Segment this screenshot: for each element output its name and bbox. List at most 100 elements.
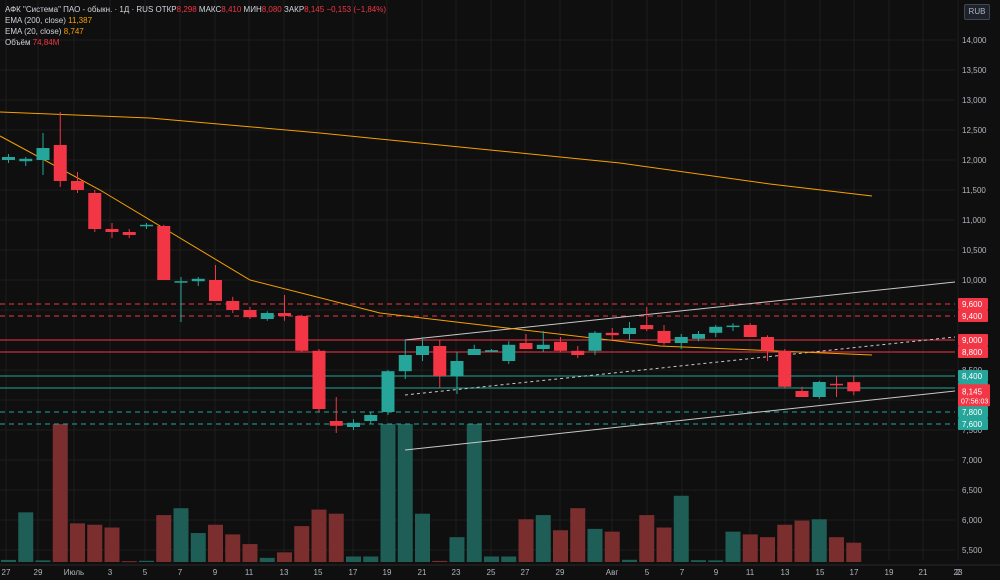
volume-bar xyxy=(846,542,862,562)
y-tick-label: 5,500 xyxy=(962,546,983,555)
candle-body xyxy=(467,349,481,355)
volume-bar xyxy=(811,519,827,562)
volume-bar xyxy=(294,526,310,562)
legend-ema20-row[interactable]: EMA (20, close) 8,747 xyxy=(5,27,84,36)
x-tick-label: 29 xyxy=(556,568,565,577)
volume-bar xyxy=(242,544,258,562)
candle-body xyxy=(260,313,274,319)
y-tick-label: 7,000 xyxy=(962,456,983,465)
candle-body xyxy=(209,280,222,301)
volume-bar xyxy=(570,508,586,562)
chart-legend: АФК "Система" ПАО - обыкн. · 1Д · RUS ОТ… xyxy=(5,4,386,48)
volume-bar xyxy=(121,561,137,563)
level-label-bg xyxy=(958,406,988,418)
volume-bar xyxy=(87,524,103,562)
volume-bar xyxy=(363,556,379,562)
volume-bar xyxy=(70,523,85,562)
x-tick-label: 5 xyxy=(143,568,148,577)
volume-bar xyxy=(466,424,482,562)
y-tick-label: 11,000 xyxy=(962,216,986,225)
candle-body xyxy=(847,382,861,392)
volume-bar xyxy=(673,495,689,562)
y-tick-label: 10,000 xyxy=(962,276,987,285)
candle-body xyxy=(295,316,309,351)
x-tick-label: 25 xyxy=(487,568,496,577)
level-label: 7,800 xyxy=(962,408,983,417)
y-tick-label: 7,500 xyxy=(962,426,983,435)
symbol-name[interactable]: АФК "Система" ПАО - обыкн. · 1Д · RUS xyxy=(5,5,154,14)
volume-bar xyxy=(173,508,189,562)
x-tick-label: 15 xyxy=(816,568,825,577)
volume-bar xyxy=(190,533,206,562)
candle-body xyxy=(657,331,671,343)
volume-bar xyxy=(553,530,568,562)
candle-body xyxy=(640,325,654,330)
x-tick-label: 19 xyxy=(383,568,392,577)
candle-body xyxy=(674,337,688,343)
volume-bar xyxy=(708,560,724,562)
volume-bar xyxy=(139,560,154,562)
x-tick-label: 7 xyxy=(178,568,183,577)
volume-bar xyxy=(725,531,741,562)
x-tick-label: 9 xyxy=(213,568,218,577)
legend-volume-row[interactable]: Объём 74,84M xyxy=(5,38,60,47)
candle-body xyxy=(398,355,412,372)
x-tick-label: 27 xyxy=(2,568,11,577)
volume-bar xyxy=(777,524,793,562)
level-label: 7,600 xyxy=(962,420,983,429)
volume-bar xyxy=(208,524,223,562)
volume-bar xyxy=(328,513,344,562)
candle-body xyxy=(2,157,15,160)
volume-bar xyxy=(484,556,499,562)
x-tick-label: 2 xyxy=(956,568,961,577)
candle-body xyxy=(243,310,257,318)
x-tick-label: Июль xyxy=(64,568,84,577)
candle-body xyxy=(226,301,240,310)
y-tick-label: 11,500 xyxy=(962,186,986,195)
candle-body xyxy=(709,326,723,333)
x-tick-label: 17 xyxy=(850,568,859,577)
candle-body xyxy=(191,278,205,282)
volume-bar xyxy=(432,560,448,562)
volume-bar xyxy=(794,520,810,562)
volume-bar xyxy=(587,528,603,562)
candle-body xyxy=(88,193,102,229)
y-tick-label: 6,500 xyxy=(962,486,983,495)
candle-body xyxy=(433,346,447,376)
candle-body xyxy=(761,337,774,351)
volume-bar xyxy=(656,527,672,562)
candle-body xyxy=(364,415,378,421)
candle-body xyxy=(605,332,619,336)
x-tick-label: 27 xyxy=(521,568,530,577)
y-tick-label: 12,000 xyxy=(962,156,987,165)
level-label: 8,800 xyxy=(962,348,983,357)
candle-body xyxy=(19,158,33,162)
level-label-bg xyxy=(958,418,988,430)
candle-body xyxy=(554,341,567,351)
volume-bar xyxy=(691,560,706,562)
legend-ema200-row[interactable]: EMA (200, close) 11,387 xyxy=(5,16,93,25)
level-label-bg xyxy=(958,310,988,322)
candle-body xyxy=(278,313,291,316)
current-price-bg xyxy=(958,384,990,407)
level-label-bg xyxy=(958,298,988,310)
x-tick-label: 5 xyxy=(645,568,650,577)
candle-body xyxy=(485,350,498,352)
volume-bar xyxy=(742,534,758,562)
candle-body xyxy=(536,344,550,349)
volume-bar xyxy=(52,424,68,562)
volume-bar xyxy=(604,531,620,562)
candle-body xyxy=(778,350,792,387)
currency-button[interactable]: RUB xyxy=(964,4,990,20)
volume-bar xyxy=(346,556,361,562)
volume-bar xyxy=(449,537,465,562)
x-tick-label: 19 xyxy=(885,568,894,577)
x-tick-label: 21 xyxy=(418,568,427,577)
volume-bar xyxy=(156,515,172,562)
level-label: 9,000 xyxy=(962,336,983,345)
trendline-lower xyxy=(404,390,956,451)
trendline-mid xyxy=(404,336,956,396)
candle-body xyxy=(830,383,843,386)
ema20-line xyxy=(0,135,873,356)
